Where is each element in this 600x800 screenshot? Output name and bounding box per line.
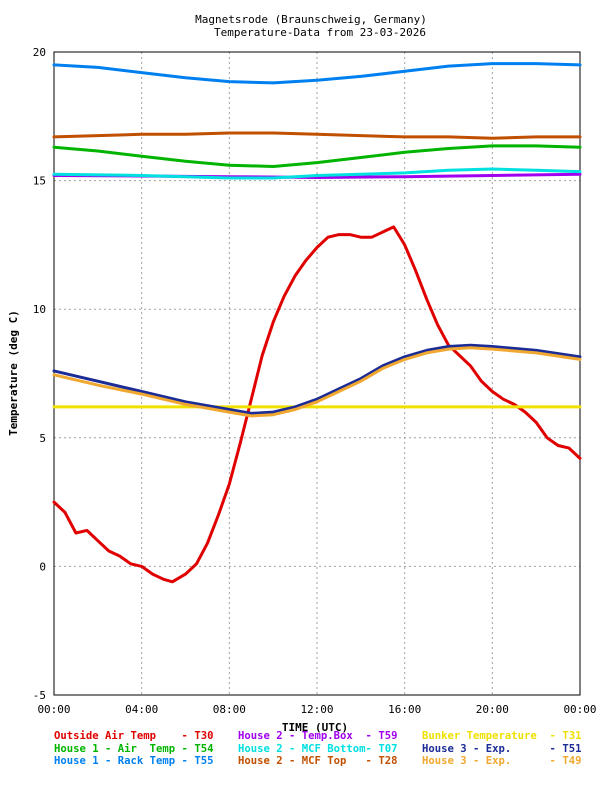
series-line-t54 (52, 144, 582, 168)
x-tick-label-6: 00:00 (563, 703, 596, 716)
grid (54, 52, 580, 695)
y-tick-label-2: 5 (39, 432, 46, 445)
x-tick-label-3: 12:00 (300, 703, 333, 716)
tick-labels: -5 0 5 10 15 20 00:00 04:00 08:00 12:00 16:00 20:00… (33, 46, 597, 716)
series-line-t30 (52, 225, 582, 584)
series-line-t55 (52, 62, 582, 85)
y-tick-label-0: -5 (33, 689, 46, 702)
y-tick-label-3: 10 (33, 303, 46, 316)
x-tick-label-2: 08:00 (213, 703, 246, 716)
legend-entry-0: Outside Air Temp - T30 (54, 730, 213, 742)
legend-entry-4: House 2 - MCF Bottom- T07 (238, 743, 397, 755)
legend-entry-3: House 1 - Air Temp - T54 (54, 743, 213, 755)
series-line-t51 (52, 343, 582, 415)
legend-entry-5: House 3 - Exp. - T51 (422, 743, 581, 755)
series-line-t07 (52, 167, 582, 180)
y-tick-label-5: 20 (33, 46, 46, 59)
series-line-t28 (52, 131, 582, 140)
x-tick-label-1: 04:00 (125, 703, 158, 716)
legend-entry-6: House 1 - Rack Temp - T55 (54, 755, 213, 767)
y-axis-label: Temperature (deg C) (7, 310, 20, 436)
x-axis-label: TIME (UTC) (282, 721, 348, 734)
series-line-t49 (52, 346, 582, 418)
legend-entry-2: Bunker Temperature - T31 (422, 730, 581, 742)
chart-title-line-1: Magnetsrode (Braunschweig, Germany) (195, 13, 427, 26)
series-lines (52, 62, 582, 584)
legend: Outside Air Temp - T30 House 2 - Temp.Box… (54, 730, 581, 767)
legend-entry-8: House 3 - Exp. - T49 (422, 755, 581, 767)
x-tick-label-4: 16:00 (388, 703, 421, 716)
legend-entry-1: House 2 - Temp.Box - T59 (238, 730, 397, 742)
x-tick-label-0: 00:00 (37, 703, 70, 716)
x-tick-label-5: 20:00 (476, 703, 509, 716)
chart-title-line-2: Temperature-Data from 23-03-2026 (214, 26, 426, 39)
y-tick-label-1: 0 (39, 560, 46, 573)
y-tick-label-4: 15 (33, 175, 46, 188)
legend-entry-7: House 2 - MCF Top - T28 (238, 755, 397, 767)
